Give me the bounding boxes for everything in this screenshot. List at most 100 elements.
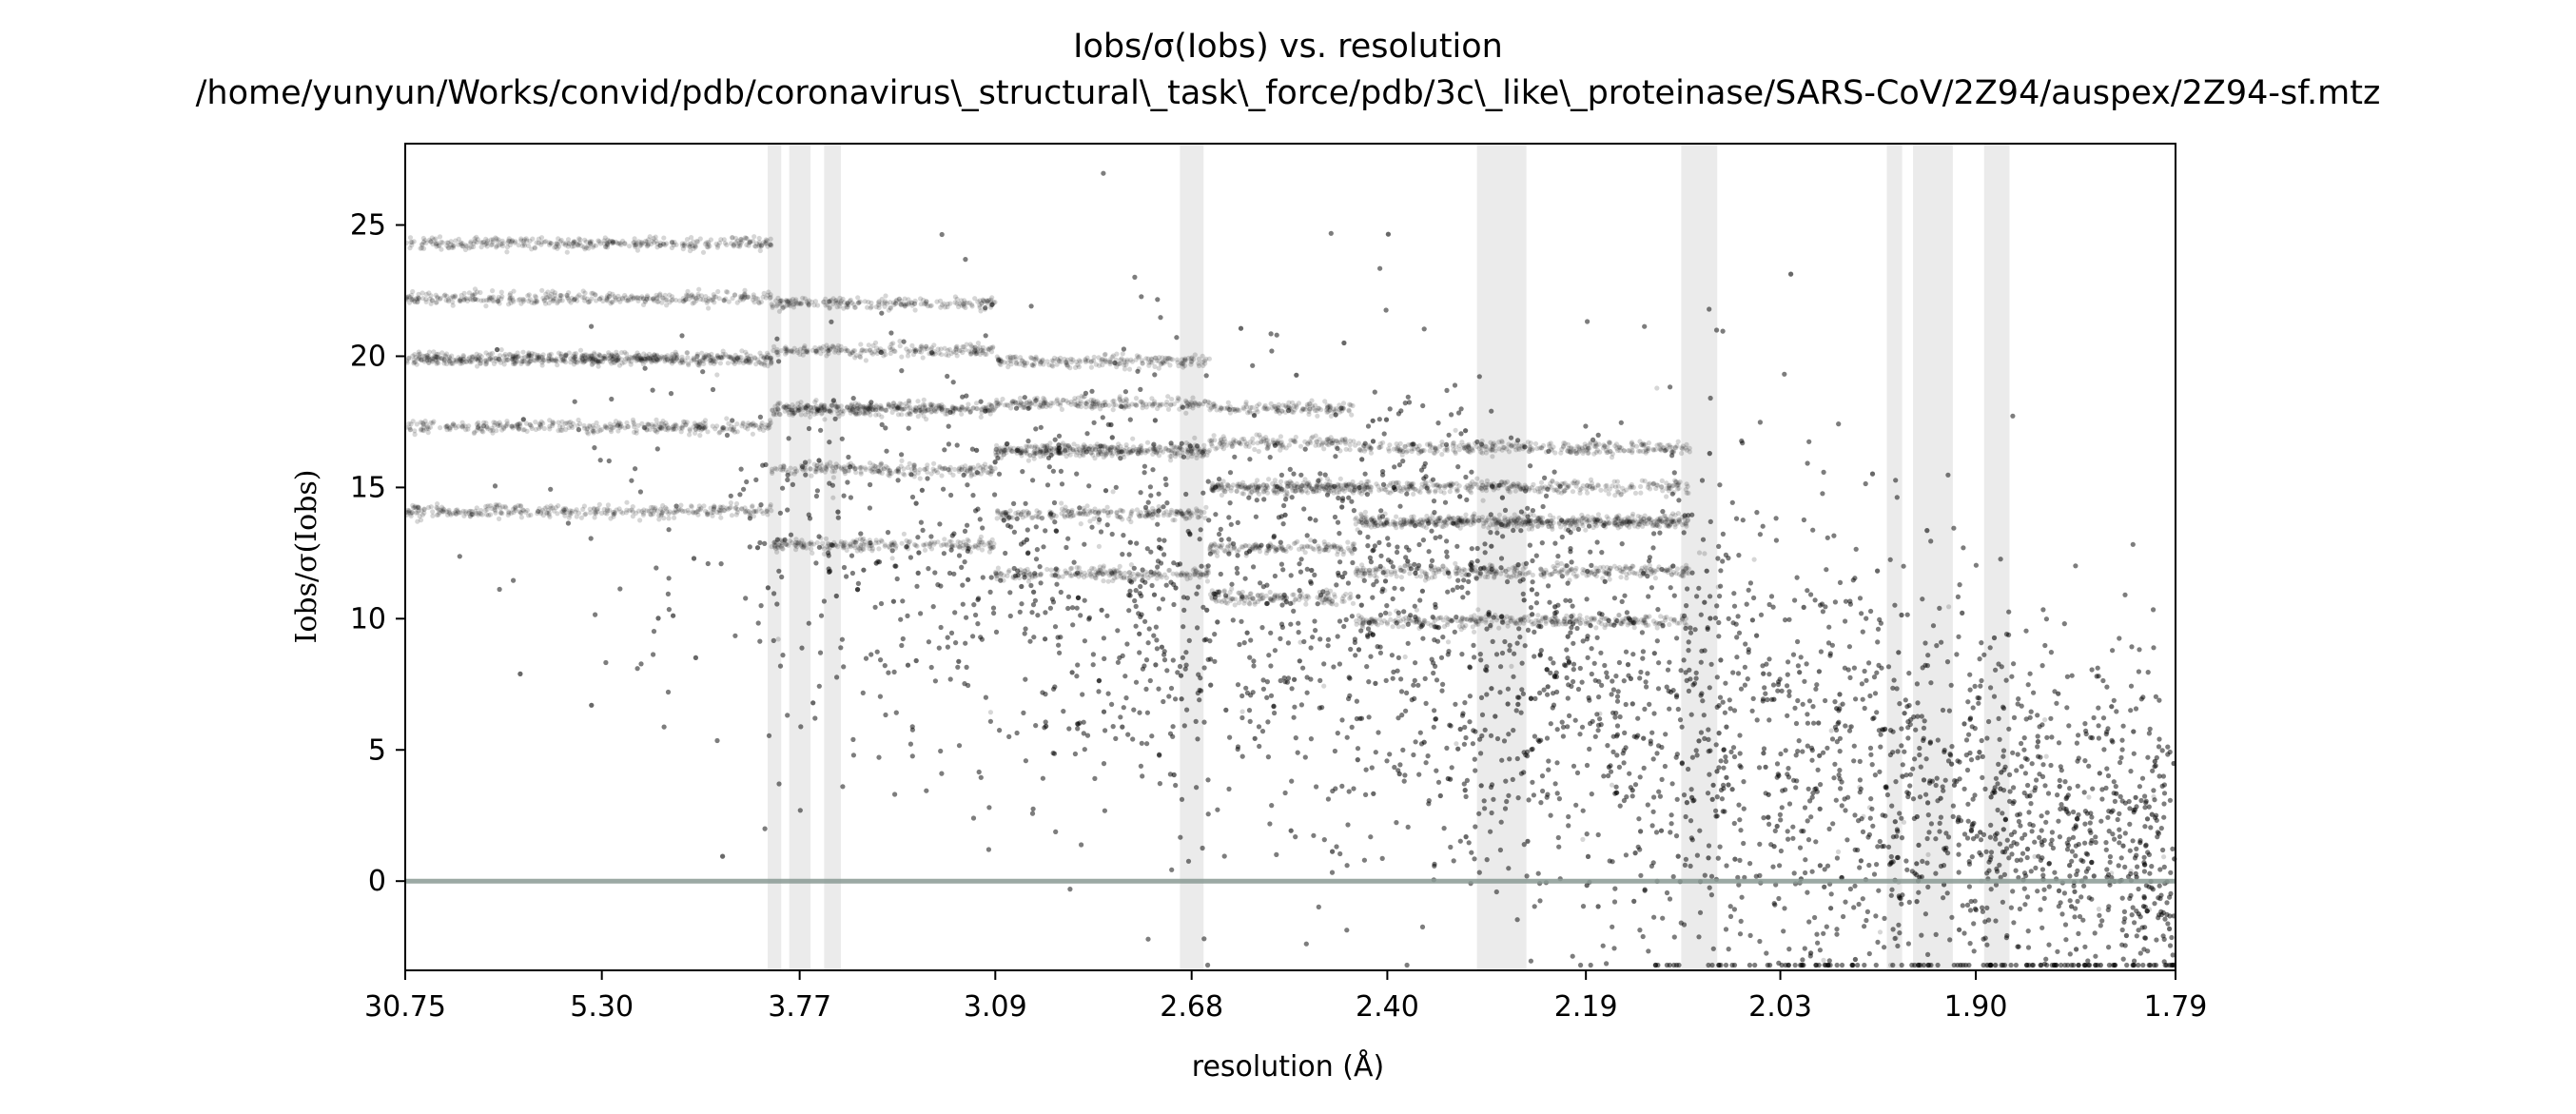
data-point — [617, 423, 623, 429]
data-point — [687, 244, 693, 249]
data-point — [992, 404, 999, 410]
data-point — [762, 241, 768, 246]
data-point — [646, 242, 652, 247]
data-point — [1218, 407, 1223, 413]
data-point — [604, 240, 610, 246]
data-point — [1211, 433, 1217, 439]
data-point — [571, 240, 576, 246]
data-point — [615, 428, 621, 434]
data-point — [716, 296, 722, 302]
data-point — [765, 508, 771, 514]
data-point — [415, 295, 420, 301]
data-point — [512, 240, 517, 245]
data-point — [1158, 444, 1163, 450]
data-point — [1278, 479, 1284, 484]
data-point — [435, 505, 440, 512]
data-point — [458, 240, 463, 245]
data-point — [460, 244, 466, 249]
data-point — [581, 244, 587, 250]
data-point — [1165, 447, 1171, 453]
data-point — [801, 541, 807, 548]
data-point — [1144, 440, 1151, 445]
data-point — [420, 242, 425, 247]
data-point — [585, 355, 591, 361]
data-point — [704, 300, 710, 305]
data-point — [565, 237, 572, 243]
data-point — [1155, 405, 1161, 412]
data-point — [1135, 451, 1141, 457]
data-point — [444, 293, 450, 299]
data-point — [539, 362, 545, 368]
data-point — [1013, 360, 1019, 365]
data-point — [842, 464, 848, 470]
data-point — [1262, 406, 1269, 412]
data-point — [541, 297, 548, 303]
data-point — [1000, 447, 1005, 453]
data-point — [693, 296, 699, 302]
data-point — [1039, 516, 1044, 521]
data-point — [1250, 482, 1256, 488]
data-point — [748, 239, 753, 244]
data-point — [809, 473, 814, 479]
data-point — [1168, 356, 1174, 362]
data-point — [1133, 396, 1140, 401]
data-point — [609, 241, 615, 246]
data-point — [669, 298, 674, 303]
data-point — [761, 290, 767, 296]
data-point — [925, 462, 930, 468]
data-point — [507, 292, 513, 298]
data-point — [546, 352, 553, 358]
data-point — [460, 356, 466, 362]
data-point — [931, 460, 937, 466]
data-point — [577, 237, 583, 243]
data-point — [521, 243, 528, 248]
data-point — [538, 242, 544, 247]
data-point — [428, 239, 434, 244]
data-point — [520, 238, 526, 244]
data-point — [1088, 364, 1094, 370]
data-point — [416, 291, 421, 297]
data-point — [599, 426, 605, 433]
data-point — [722, 241, 729, 246]
data-point — [756, 242, 763, 247]
data-point — [411, 239, 417, 244]
data-point — [490, 297, 496, 303]
data-point — [482, 507, 488, 514]
data-point — [1228, 488, 1234, 494]
data-point — [596, 239, 602, 244]
data-point — [823, 464, 829, 470]
data-point — [552, 290, 558, 296]
data-point — [1185, 447, 1191, 454]
data-point — [745, 426, 751, 432]
data-point — [924, 408, 929, 414]
data-point — [1075, 443, 1081, 449]
ice-ring-band — [824, 144, 841, 970]
data-point — [541, 298, 547, 303]
data-point — [1200, 359, 1205, 364]
data-point — [654, 292, 659, 298]
data-point — [568, 356, 574, 362]
data-point — [534, 240, 539, 245]
data-point — [490, 237, 496, 243]
data-point — [1291, 409, 1297, 415]
data-point — [624, 499, 630, 505]
data-point — [768, 242, 773, 247]
data-point — [428, 293, 434, 299]
data-point — [1305, 479, 1312, 485]
data-point — [415, 504, 420, 511]
data-point — [1254, 403, 1259, 409]
data-point — [608, 301, 614, 306]
data-point — [1265, 485, 1271, 491]
data-point — [1170, 518, 1176, 523]
data-point — [529, 300, 535, 305]
data-point — [464, 244, 470, 249]
data-point — [1293, 434, 1298, 440]
data-point — [1134, 402, 1140, 408]
data-point — [431, 237, 437, 243]
data-point — [737, 242, 743, 247]
data-point — [444, 240, 450, 245]
data-point — [691, 239, 696, 244]
data-point — [1310, 405, 1316, 411]
data-point — [1239, 491, 1245, 497]
data-point — [590, 244, 595, 250]
